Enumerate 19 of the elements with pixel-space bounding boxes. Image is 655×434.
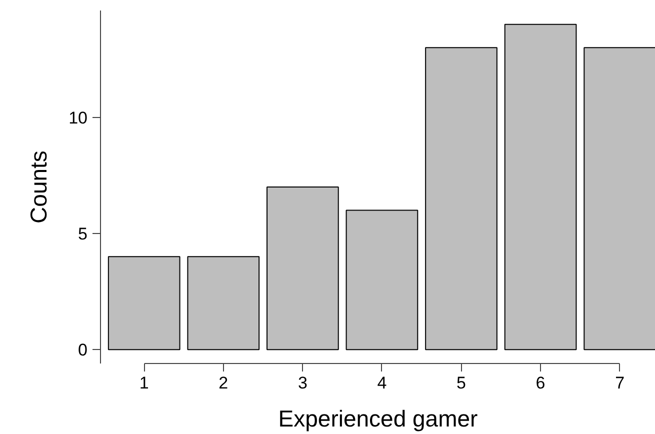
- y-axis-title: Counts: [26, 150, 52, 224]
- bar: [425, 47, 498, 350]
- x-tick-label: 4: [377, 374, 387, 392]
- x-tick-label: 3: [298, 374, 308, 392]
- bar: [187, 256, 260, 350]
- x-axis-title: Experienced gamer: [278, 406, 478, 432]
- bar: [504, 24, 577, 350]
- y-tick-label: 10: [68, 108, 88, 128]
- x-tick-label: 7: [615, 374, 625, 392]
- x-tick-label: 2: [218, 374, 228, 392]
- x-tick-label: 5: [456, 374, 466, 392]
- bar: [108, 256, 180, 350]
- x-tick-label: 1: [139, 374, 149, 392]
- x-tick-label: 6: [536, 374, 546, 392]
- bar: [346, 210, 418, 350]
- bar: [266, 186, 339, 350]
- y-tick-label: 5: [78, 224, 88, 244]
- y-tick-label: 0: [78, 340, 88, 360]
- bar: [584, 47, 655, 350]
